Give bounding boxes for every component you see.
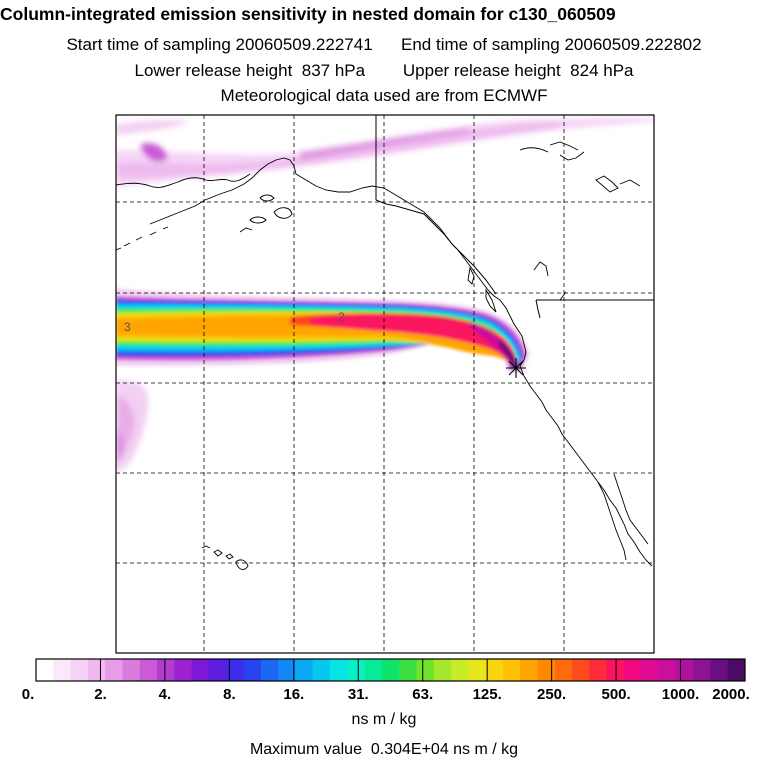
- colorbar-cell: [537, 659, 556, 681]
- colorbar-cell: [658, 659, 677, 681]
- colorbar-cell: [520, 659, 538, 681]
- colorbar-cell: [641, 659, 659, 681]
- colorbar-cell: [381, 659, 400, 681]
- upper-release-height-label: Upper release height 824 hPa: [402, 61, 634, 80]
- colorbar-cell: [226, 659, 244, 681]
- colorbar-tick-label: 8.: [223, 686, 236, 703]
- colorbar-cell: [364, 659, 383, 681]
- southern-sensitivity-patch: [116, 380, 148, 472]
- colorbar-cell: [105, 659, 123, 681]
- colorbar-cell: [122, 659, 141, 681]
- end-time-label: End time of sampling 20060509.222802: [401, 35, 702, 54]
- northern-sensitivity-band: [116, 118, 654, 187]
- colorbar-cell: [278, 659, 296, 681]
- start-time-label: Start time of sampling 20060509.222741: [66, 35, 373, 54]
- colorbar-cell: [433, 659, 452, 681]
- colorbar-cell: [53, 659, 71, 681]
- maximum-value-label: Maximum value 0.304E+04 ns m / kg: [249, 741, 519, 758]
- map-frame: [115, 114, 655, 654]
- colorbar-cell: [260, 659, 279, 681]
- colorbar-cell: [606, 659, 625, 681]
- colorbar-cell: [623, 659, 642, 681]
- colorbar-cell: [139, 659, 158, 681]
- colorbar-units-label: ns m / kg: [351, 711, 417, 728]
- colorbar-cells: [36, 659, 746, 681]
- sampling-time-line: Start time of sampling 20060509.222741 E…: [0, 35, 768, 55]
- release-point-star-icon: [506, 358, 526, 378]
- colorbar-tick-label: 63.: [412, 686, 434, 703]
- colorbar-cell: [485, 659, 504, 681]
- colorbar-cell: [589, 659, 608, 681]
- met-data-label: Meteorological data used are from ECMWF: [220, 86, 548, 105]
- colorbar-cell: [295, 659, 314, 681]
- colorbar-cell: [243, 659, 262, 681]
- colorbar-tick-label: 500.: [601, 686, 631, 703]
- colorbar-cell: [347, 659, 365, 681]
- colorbar-cell: [399, 659, 417, 681]
- colorbar-cell: [451, 659, 469, 681]
- colorbar-tick-label: 16.: [283, 686, 305, 703]
- colorbar-cell: [554, 659, 573, 681]
- colorbar-tick-label: 2.: [94, 686, 107, 703]
- graticule: [116, 115, 654, 653]
- colorbar-cell: [416, 659, 435, 681]
- colorbar-tick-label: 250.: [536, 686, 567, 703]
- colorbar-tick-label: 0.: [21, 686, 35, 703]
- us-canada-border-west: [535, 299, 541, 319]
- coastlines: [116, 141, 653, 570]
- sensitivity-field: 3 2: [116, 115, 654, 653]
- political-boundaries: [375, 115, 654, 319]
- colorbar-tick-label: 31.: [347, 686, 369, 703]
- release-height-line: Lower release height 837 hPa Upper relea…: [0, 61, 768, 81]
- colorbar-cell: [727, 659, 746, 681]
- alaska-panhandle-border: [375, 199, 497, 295]
- colorbar-frame: [35, 658, 746, 682]
- plot-title: Column-integrated emission sensitivity i…: [0, 4, 616, 24]
- colorbar-tick-label: 125.: [472, 686, 502, 703]
- colorbar-tick-label: 2000.: [712, 686, 750, 703]
- colorbar-ticks: [99, 659, 682, 681]
- colorbar-cell: [693, 659, 711, 681]
- colorbar-cell: [502, 659, 521, 681]
- contour-label-2: 2: [338, 310, 345, 324]
- colorbar-cell: [675, 659, 694, 681]
- colorbar-cell: [191, 659, 210, 681]
- colorbar-cell: [710, 659, 729, 681]
- colorbar-cell: [87, 659, 106, 681]
- colorbar-cell: [174, 659, 193, 681]
- colorbar-tick-label: 4.: [158, 686, 172, 703]
- colorbar-cell: [468, 659, 487, 681]
- colorbar-cell: [208, 659, 227, 681]
- colorbar-cell: [572, 659, 590, 681]
- lower-release-height-label: Lower release height 837 hPa: [134, 61, 366, 80]
- main-plume: [116, 288, 530, 372]
- colorbar-cell: [312, 659, 331, 681]
- contour-label-3: 3: [124, 320, 131, 334]
- colorbar-cell: [70, 659, 89, 681]
- colorbar-tick-label: 1000.: [661, 686, 700, 703]
- colorbar-cell: [329, 659, 348, 681]
- colorbar-cell: [36, 659, 54, 681]
- colorbar-cell: [157, 659, 175, 681]
